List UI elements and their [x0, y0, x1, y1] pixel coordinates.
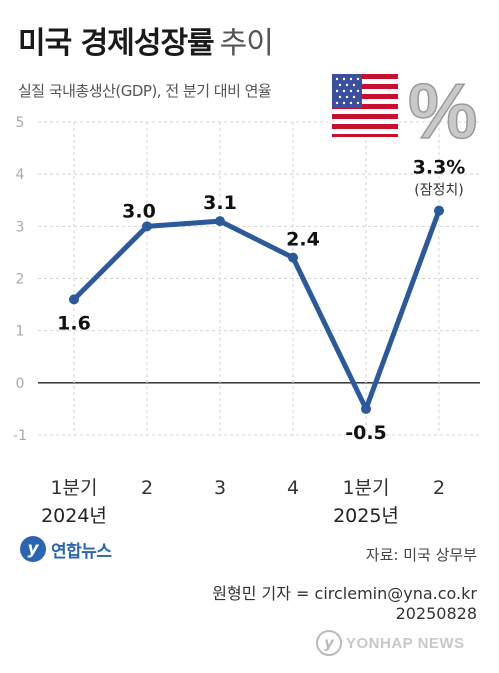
- watermark-text: YONHAP NEWS: [346, 634, 465, 652]
- x-tick-label: 1분기: [342, 477, 389, 499]
- data-label: -0.5: [345, 422, 387, 444]
- credit-line-1: 원형민 기자 = circlemin@yna.co.kr: [212, 584, 477, 603]
- data-label: 1.6: [57, 312, 91, 334]
- y-tick-label: 5: [16, 115, 25, 131]
- preliminary-annotation: (잠정치): [414, 183, 464, 199]
- x-tick-label: 3: [214, 477, 226, 499]
- data-point: [434, 205, 444, 216]
- data-point: [215, 216, 225, 227]
- title-main: 미국 경제성장률: [18, 26, 215, 61]
- axis-layer: 5 4 3 2 1 0 -1 1분기 2 3 4 1분기 2 2024년 2025년: [13, 115, 445, 527]
- year-label: 2025년: [333, 505, 399, 527]
- grid-layer: [38, 121, 480, 436]
- data-label: 3.1: [203, 192, 237, 214]
- data-point: [288, 252, 298, 263]
- watermark-logo-icon: y: [316, 630, 342, 656]
- data-point: [69, 294, 79, 305]
- source-note: 자료: 미국 상무부: [365, 546, 477, 564]
- decor-layer: %: [332, 66, 478, 156]
- y-tick-label: 3: [16, 219, 25, 235]
- x-tick-label: 1분기: [50, 477, 97, 499]
- series-line-layer: [69, 205, 444, 414]
- data-label: 2.4: [286, 229, 320, 251]
- data-label: 3.3%: [413, 157, 466, 179]
- yonhap-logo: y 연합뉴스: [20, 536, 112, 562]
- data-label-layer: 1.6 3.0 3.1 2.4 -0.5 3.3% (잠정치): [57, 157, 465, 444]
- data-point: [142, 221, 152, 232]
- gdp-growth-line: [71, 208, 442, 412]
- watermark: y YONHAP NEWS: [316, 630, 465, 656]
- y-tick-label: 2: [16, 272, 25, 288]
- y-tick-label: 0: [16, 376, 25, 392]
- data-label: 3.0: [122, 200, 156, 222]
- percent-symbol-icon: %: [408, 67, 477, 155]
- y-tick-label: -1: [13, 428, 27, 444]
- chart-subtitle: 실질 국내총생산(GDP), 전 분기 대비 연율: [18, 82, 272, 100]
- x-tick-label: 4: [287, 477, 299, 499]
- title-suffix: 추이: [219, 26, 274, 61]
- y-tick-label: 1: [16, 324, 25, 340]
- x-tick-label: 2: [141, 477, 153, 499]
- us-flag-icon: [332, 74, 398, 137]
- year-label: 2024년: [41, 505, 107, 527]
- chart-title: 미국 경제성장률 추이: [18, 18, 274, 62]
- logo-text: 연합뉴스: [51, 541, 112, 562]
- x-tick-label: 2: [433, 477, 445, 499]
- y-tick-label: 4: [16, 167, 25, 183]
- credit: 원형민 기자 = circlemin@yna.co.kr 20250828: [212, 584, 477, 624]
- credit-line-2: 20250828: [395, 604, 477, 623]
- yonhap-logo-icon: y: [20, 536, 46, 562]
- data-point: [361, 403, 371, 414]
